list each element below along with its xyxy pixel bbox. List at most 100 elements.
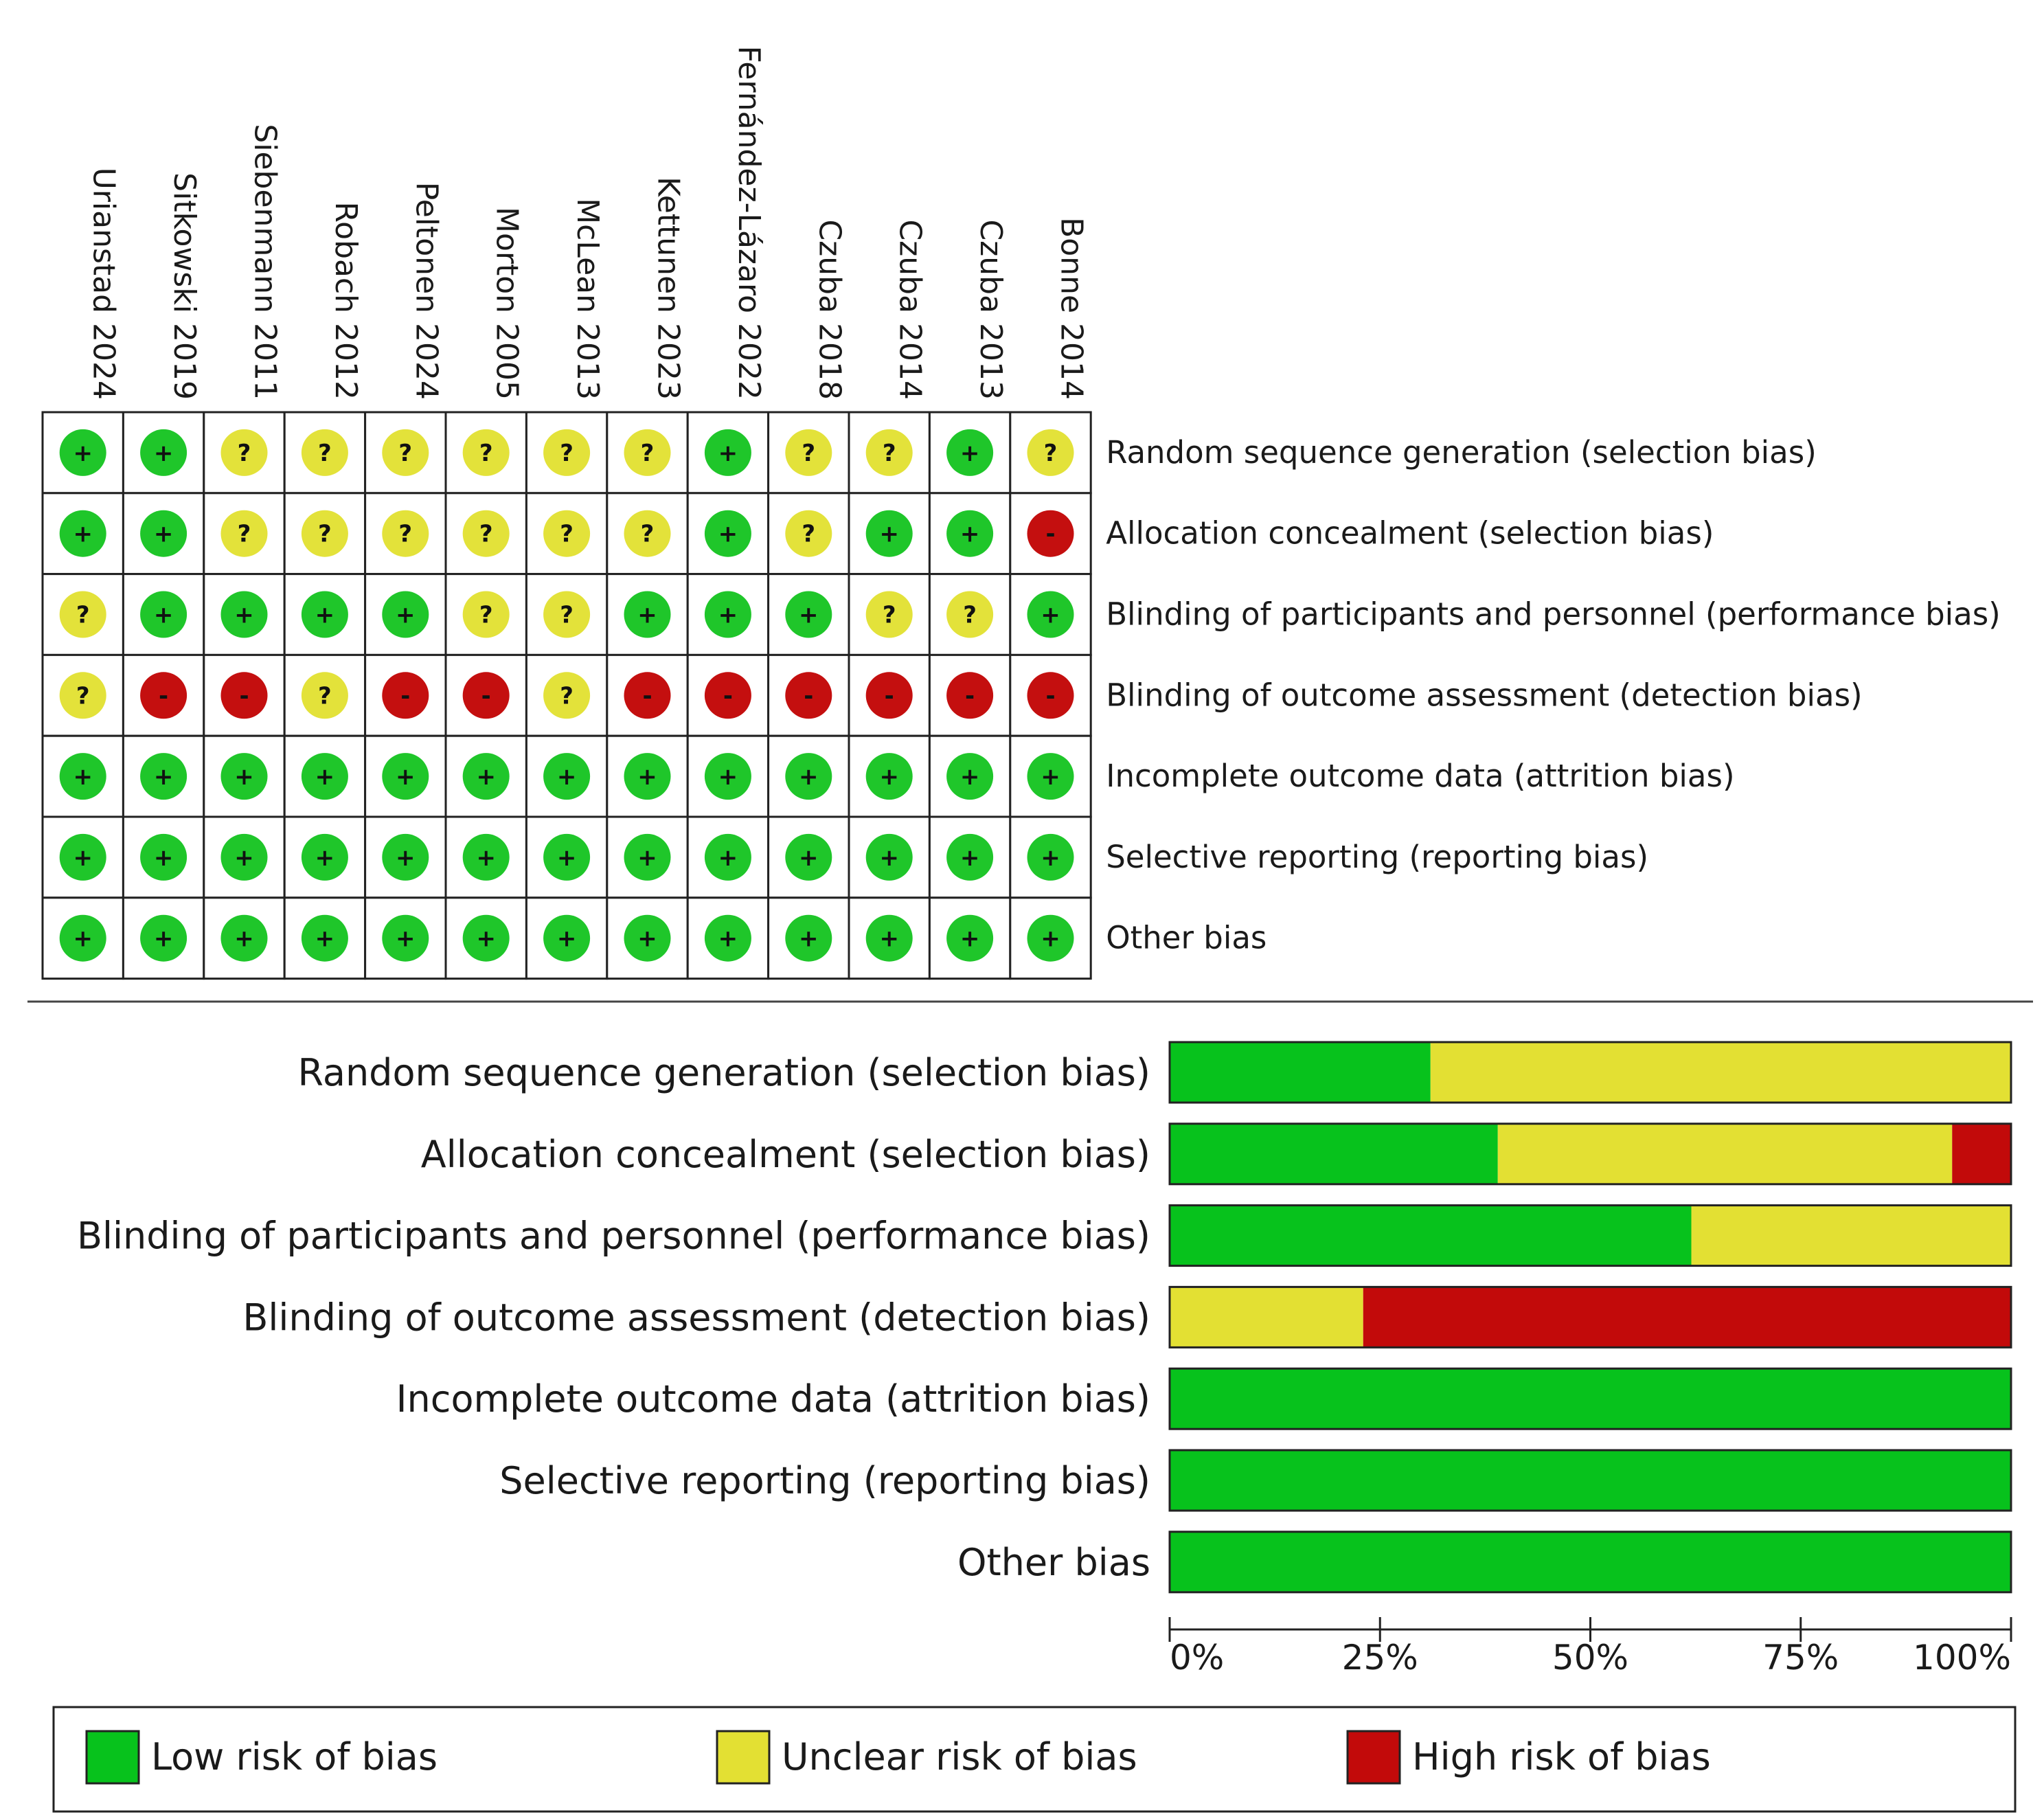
judgement-dot-low [1027, 914, 1074, 962]
judgement-dot-high [865, 672, 913, 719]
judgement-symbol: ? [560, 682, 574, 710]
judgement-symbol: + [476, 925, 496, 953]
risk-of-bias-summary-grid: Urianstad 2024 Sitkowski 2019 Siebenmann 2… [41, 45, 2001, 980]
bar-category-label: Random sequence generation (selection bi… [298, 1051, 1150, 1094]
judgement-dot-unclear [543, 510, 591, 557]
bar-outline [1168, 1449, 2012, 1512]
judgement-symbol: + [1041, 844, 1060, 872]
judgement-dot-low [382, 753, 429, 800]
judgement-dot-high [462, 672, 510, 719]
judgement-symbol: - [723, 682, 733, 710]
judgement-dot-low [220, 914, 268, 962]
judgement-dot-unclear [301, 429, 348, 476]
judgement-symbol: + [73, 844, 93, 872]
judgement-symbol: + [799, 925, 819, 953]
judgement-symbol: + [396, 844, 416, 872]
judgement-dot-low [140, 833, 188, 881]
judgement-symbol: + [476, 763, 496, 791]
judgement-dot-unclear [785, 429, 832, 476]
judgement-symbol: - [885, 682, 894, 710]
judgement-dot-low [624, 833, 671, 881]
legend-swatch-high [1346, 1730, 1401, 1785]
judgement-dot-low [220, 591, 268, 638]
judgement-dot-low [462, 914, 510, 962]
judgement-symbol: - [1045, 682, 1055, 710]
bar-segment-low [1170, 1531, 2011, 1592]
x-tick-label: 50% [1552, 1638, 1628, 1678]
judgement-dot-low [704, 429, 751, 476]
judgement-dot-unclear [220, 429, 268, 476]
judgement-dot-low [785, 833, 832, 881]
judgement-dot-unclear [865, 591, 913, 638]
judgement-dot-unclear [59, 591, 106, 638]
judgement-symbol: + [718, 602, 738, 629]
judgement-symbol: ? [238, 440, 251, 467]
judgement-dot-low [301, 833, 348, 881]
judgement-symbol: ? [398, 440, 412, 467]
judgement-dot-low [704, 833, 751, 881]
judgement-dot-low [462, 753, 510, 800]
judgement-dot-low [59, 753, 106, 800]
study-label: Czuba 2013 [973, 219, 1008, 400]
judgement-symbol: ? [963, 602, 977, 629]
judgement-dot-low [462, 833, 510, 881]
judgement-symbol: ? [802, 440, 815, 467]
judgement-symbol: ? [883, 602, 896, 629]
judgement-symbol: + [73, 925, 93, 953]
bar-category-label: Selective reporting (reporting bias) [499, 1459, 1150, 1502]
judgement-dot-low [946, 429, 994, 476]
bar-segment-low [1170, 1123, 1498, 1184]
judgement-symbol: + [879, 925, 899, 953]
study-label: Kettunen 2023 [651, 177, 686, 400]
judgement-dot-unclear [301, 510, 348, 557]
judgement-dot-unclear [1027, 429, 1074, 476]
judgement-dot-unclear [462, 510, 510, 557]
judgement-dot-high [1027, 510, 1074, 557]
judgement-dot-unclear [865, 429, 913, 476]
study-label: Fernández-Lázaro 2022 [731, 45, 766, 400]
judgement-symbol: + [73, 763, 93, 791]
study-label: Robach 2012 [328, 202, 363, 400]
judgement-symbol: - [804, 682, 813, 710]
legend-swatch-low [85, 1730, 140, 1785]
bar-segment-high [1952, 1123, 2011, 1184]
legend-box [52, 1706, 2017, 1813]
legend: Low risk of bias Unclear risk of bias High… [52, 1706, 2017, 1813]
judgement-dot-low [785, 591, 832, 638]
judgement-dot-low [382, 591, 429, 638]
judgement-symbol: + [637, 844, 657, 872]
judgement-symbol: + [960, 844, 980, 872]
judgement-symbol: + [879, 521, 899, 548]
judgement-dot-low [543, 753, 591, 800]
study-label: McLean 2013 [570, 198, 605, 400]
judgement-dot-low [59, 914, 106, 962]
grid-cell [203, 896, 286, 980]
judgement-symbol: + [637, 602, 657, 629]
judgement-symbol: + [73, 440, 93, 467]
judgement-dot-low [1027, 753, 1074, 800]
judgement-symbol: ? [479, 521, 493, 548]
judgement-dot-low [865, 833, 913, 881]
judgement-symbol: ? [76, 602, 90, 629]
bar-category-label: Incomplete outcome data (attrition bias) [396, 1377, 1150, 1421]
judgement-dot-unclear [785, 510, 832, 557]
bar-outline [1168, 1041, 2012, 1104]
judgement-symbol: + [718, 521, 738, 548]
study-label: Morton 2005 [490, 207, 525, 400]
judgement-dot-low [543, 914, 591, 962]
judgement-dot-low [624, 914, 671, 962]
bar-segment-unclear [1691, 1205, 2011, 1266]
judgement-symbol: - [239, 682, 249, 710]
judgement-symbol: + [315, 844, 335, 872]
judgement-symbol: + [396, 763, 416, 791]
judgement-dot-low [946, 753, 994, 800]
judgement-symbol: ? [641, 521, 655, 548]
x-tick-label: 25% [1342, 1638, 1418, 1678]
judgement-dot-high [946, 672, 994, 719]
judgement-dot-unclear [382, 510, 429, 557]
judgement-dot-low [301, 914, 348, 962]
judgement-symbol: + [960, 440, 980, 467]
study-label: Urianstad 2024 [87, 168, 122, 400]
judgement-symbol: + [718, 925, 738, 953]
judgement-symbol: ? [479, 602, 493, 629]
